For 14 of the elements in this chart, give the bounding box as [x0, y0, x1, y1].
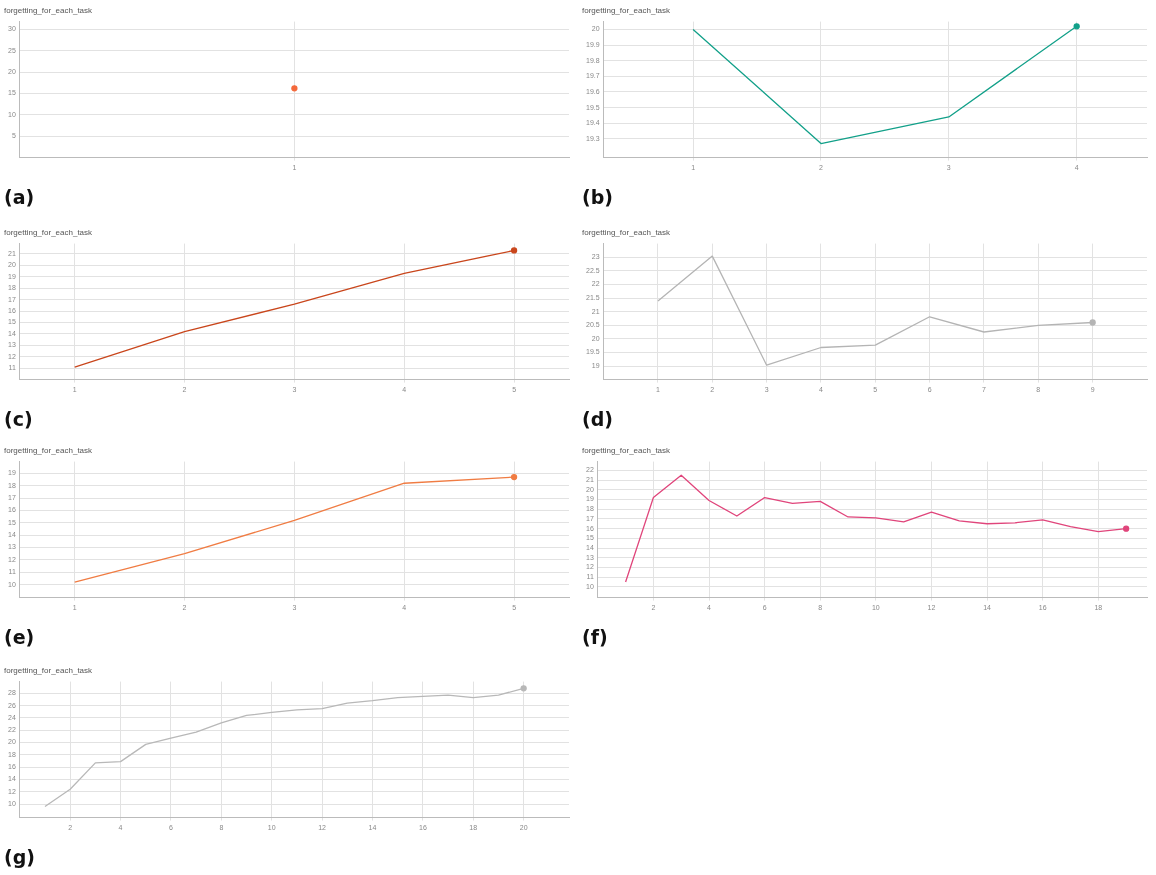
chart-title: forgetting_for_each_task	[582, 6, 672, 15]
text: (f)	[582, 626, 608, 648]
chart-title: forgetting_for_each_task	[582, 446, 672, 455]
text: (a)	[4, 186, 35, 208]
chart-title: forgetting_for_each_task	[4, 6, 94, 15]
text: (d)	[582, 408, 613, 430]
text: (e)	[4, 626, 35, 648]
chart-title: forgetting_for_each_task	[582, 228, 672, 237]
chart-title: forgetting_for_each_task	[4, 228, 94, 237]
text: (g)	[4, 846, 35, 868]
text: (b)	[582, 186, 613, 208]
chart-title: forgetting_for_each_task	[4, 666, 94, 675]
chart-title: forgetting_for_each_task	[4, 446, 94, 455]
text: (c)	[4, 408, 33, 430]
